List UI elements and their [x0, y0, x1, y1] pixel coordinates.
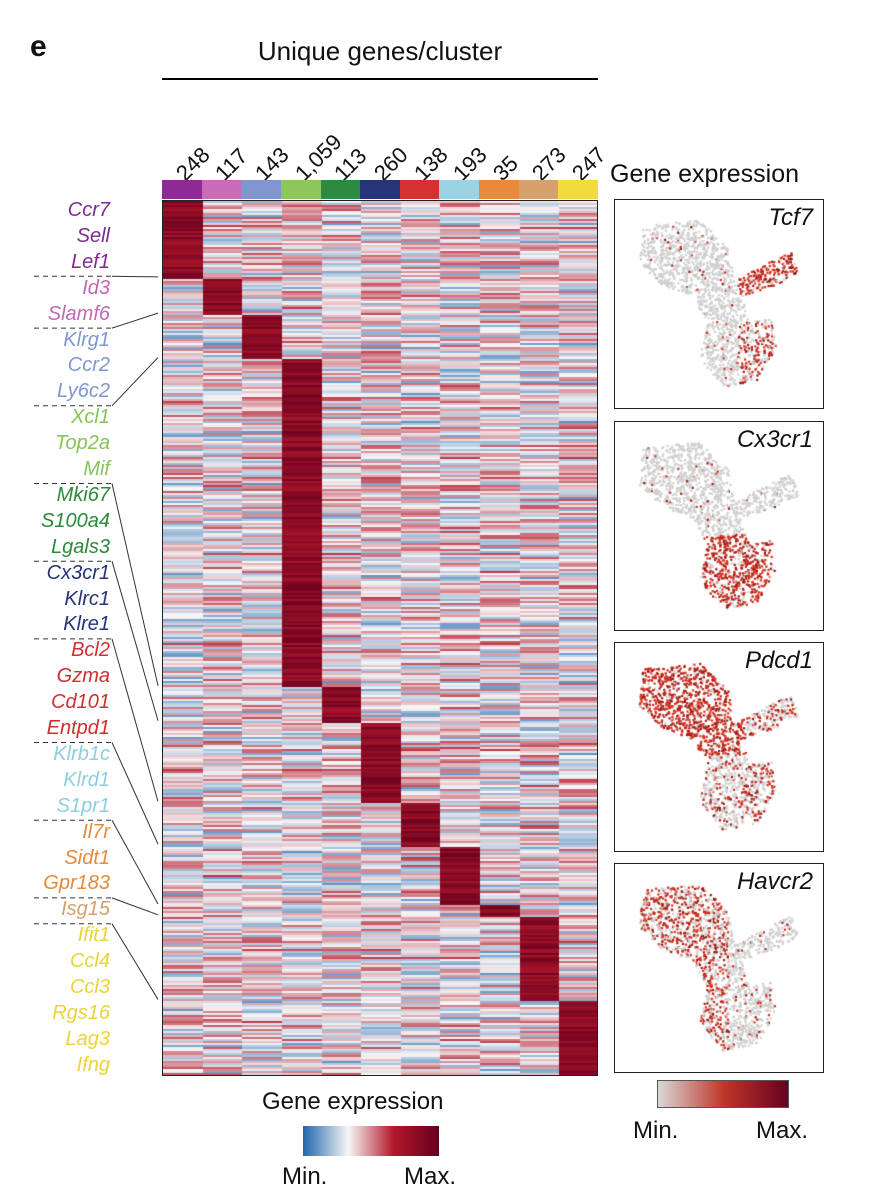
group-leader-line	[111, 923, 159, 1000]
heat-legend-bar	[303, 1126, 439, 1156]
gene-label: S1pr1	[56, 794, 110, 817]
gene-label: Klrg1	[63, 328, 110, 351]
umap-scatter	[615, 643, 822, 850]
gene-label: Ccl4	[69, 950, 110, 973]
gene-label: S100a4	[41, 509, 110, 532]
gene-label: Mif	[83, 458, 110, 480]
gene-label: Slamf6	[47, 302, 110, 325]
gene-label: Gzma	[56, 665, 110, 688]
group-leader-line	[111, 742, 159, 845]
cluster-color-swatch	[439, 180, 480, 199]
gene-label: Bcl2	[71, 639, 110, 662]
umap-section-title: Gene expression	[610, 160, 800, 188]
gene-label: Sell	[76, 224, 110, 247]
cluster-color-swatch	[241, 180, 282, 199]
gene-label: Ccl3	[69, 976, 110, 998]
gene-label: Klre1	[63, 613, 110, 636]
group-leader-line	[111, 275, 159, 278]
group-leader-line	[111, 483, 159, 686]
cluster-color-swatch	[280, 180, 322, 199]
umap-scatter	[615, 864, 822, 1071]
group-leader-line	[111, 312, 159, 329]
heatmap	[162, 200, 598, 1076]
gene-label: Id3	[82, 276, 110, 299]
umap-scatter	[615, 422, 822, 629]
umap-panel-havcr2: Havcr2	[614, 863, 824, 1073]
gene-label: Lgals3	[51, 535, 110, 558]
gene-connector-lines	[34, 275, 159, 1000]
heatmap-canvas	[163, 201, 597, 1075]
umap-scatter	[615, 200, 822, 407]
gene-label: Entpd1	[46, 717, 110, 739]
cluster-color-swatch	[479, 180, 520, 199]
umap-legend-bar	[657, 1080, 789, 1108]
cluster-color-swatch	[399, 180, 440, 199]
gene-label: Klrd1	[63, 768, 110, 791]
panel-label: e	[30, 30, 47, 63]
umap-panel-pdcd1: Pdcd1	[614, 642, 824, 852]
title-rule	[162, 78, 598, 80]
gene-label: Isg15	[61, 898, 110, 921]
umap-gene-label: Tcf7	[768, 204, 813, 231]
gene-label: Rgs16	[52, 1001, 110, 1024]
umap-legend-max: Max.	[756, 1117, 809, 1144]
gene-label: Ccr7	[67, 199, 110, 221]
gene-label-column: Ccr7 Sell Lef1 Id3 Slamf6 Klrg1 Ccr2 Ly6c2 Xcl1 T…	[0, 199, 111, 1080]
gene-label: Ifit1	[77, 924, 110, 947]
cluster-color-swatch	[558, 180, 599, 199]
umap-panel-cx3cr1: Cx3cr1	[614, 421, 824, 631]
gene-label: Sidt1	[64, 846, 110, 869]
gene-label: Klrc1	[64, 587, 110, 610]
cluster-color-swatch	[360, 180, 401, 199]
umap-panel-tcf7: Tcf7	[614, 199, 824, 409]
cluster-color-swatch	[201, 180, 242, 199]
umap-legend-min: Min.	[633, 1117, 679, 1144]
gene-label: Mki67	[56, 483, 110, 506]
gene-label: Ifng	[76, 1053, 110, 1076]
group-leader-line	[111, 897, 159, 916]
umap-gene-label: Havcr2	[736, 868, 813, 895]
gene-label: Lef1	[71, 250, 110, 273]
umap-gene-label: Pdcd1	[744, 647, 813, 674]
gene-label: Gpr183	[43, 872, 110, 895]
gene-label: Lag3	[65, 1027, 111, 1050]
cluster-color-swatch	[518, 180, 559, 199]
cluster-color-swatch	[320, 180, 361, 199]
gene-label: Il7r	[82, 820, 110, 843]
group-leader-line	[111, 819, 159, 905]
gene-label: Xcl1	[71, 406, 110, 429]
gene-label: Top2a	[55, 432, 110, 455]
gene-label: Klrb1c	[53, 742, 110, 765]
gene-label: Ccr2	[67, 354, 110, 377]
heat-legend-min: Min.	[282, 1163, 328, 1190]
group-leader-line	[111, 638, 159, 802]
group-leader-line	[111, 357, 159, 407]
unique-genes-title: Unique genes/cluster	[257, 36, 503, 66]
heat-legend-max: Max.	[404, 1163, 457, 1190]
gene-label: Cd101	[51, 691, 110, 714]
heat-legend-title: Gene expression	[262, 1088, 444, 1115]
cluster-color-swatch	[162, 180, 203, 199]
gene-label: Ly6c2	[56, 380, 110, 403]
group-leader-line	[111, 561, 159, 721]
gene-label: Cx3cr1	[46, 561, 110, 584]
umap-gene-label: Cx3cr1	[736, 426, 813, 453]
